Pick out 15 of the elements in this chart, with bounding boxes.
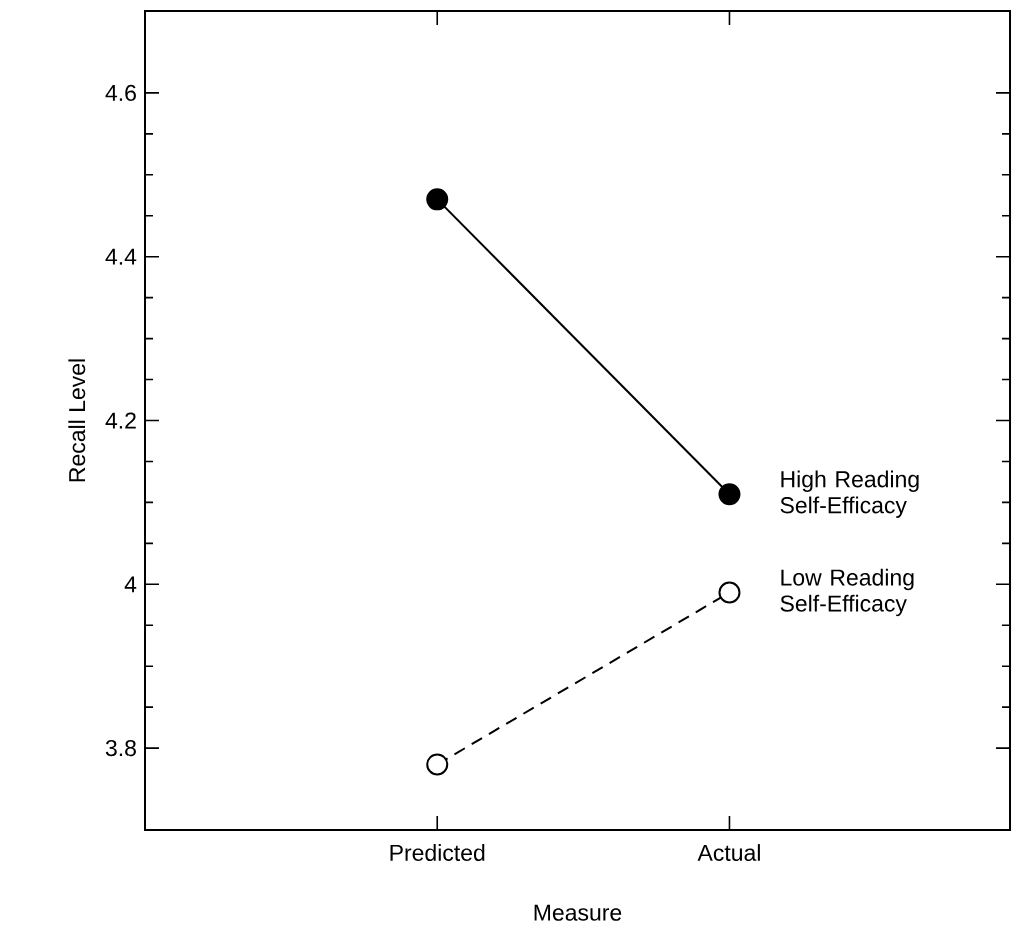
y-tick-label: 4.4 <box>105 248 137 265</box>
point <box>718 581 741 604</box>
y-tick-label: 4.2 <box>105 412 136 429</box>
x-axis-title: Measure <box>534 904 622 921</box>
point <box>426 753 449 776</box>
y-axis-title: Recall Level <box>68 359 86 482</box>
point <box>426 188 449 211</box>
x-tick-label: Actual <box>697 844 760 861</box>
point <box>718 483 741 506</box>
y-tick-label: 4.6 <box>105 84 136 102</box>
x-tick-label: Predicted <box>390 844 485 861</box>
y-tick-label: 3.8 <box>105 739 136 757</box>
series-label: High Reading Self-Efficacy <box>780 470 919 518</box>
y-tick-label: 4 <box>124 576 137 593</box>
series-label: Low Reading Self-Efficacy <box>780 568 914 617</box>
